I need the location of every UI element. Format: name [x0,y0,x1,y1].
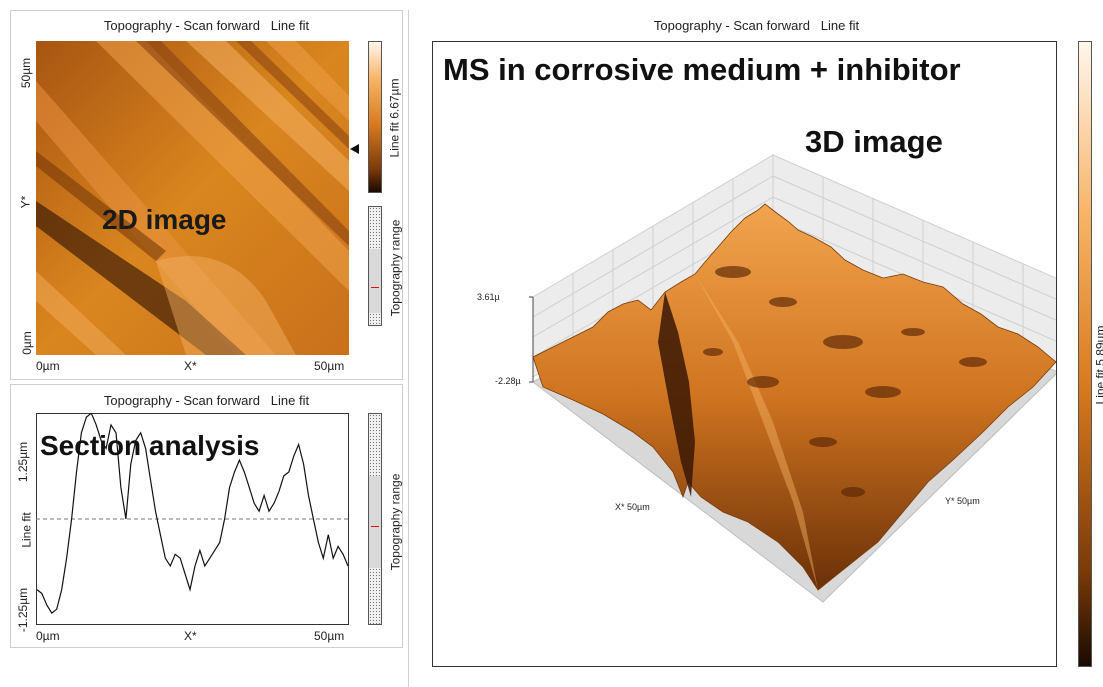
panel-section-analysis: Topography - Scan forward Line fit 1.25µ… [10,384,403,648]
x-axis-right-label: 50µm [314,359,345,373]
overlay-2d-label: 2D image [102,204,227,235]
colorbar-pointer-icon[interactable] [350,144,359,154]
y-axis-mid-label: Y* [18,195,33,209]
x-axis-right-label: 50µm [314,629,345,643]
surface-dark-speckles [703,266,987,497]
topography-range-bar[interactable] [368,413,382,625]
x-axis-mid-label: X* [184,359,197,373]
afm-2d-image[interactable]: 2D image [36,41,349,355]
y-axis-top-label: 50µm [19,57,34,89]
range-marker [371,526,379,527]
y-axis-mid-label: Line fit [19,512,34,548]
surface-3d-plot[interactable]: 3.61µ -2.28µ X* 50µm Y* 50µm [433,42,1056,666]
profile-line [36,413,349,614]
height-colorbar [368,41,382,193]
overlay-section-label: Section analysis [40,430,259,461]
panel-title: Topography - Scan forward Line fit [103,18,310,33]
range-label: Topography range [388,473,403,571]
x-axis-left-label: 0µm [36,629,60,643]
heading: MS in corrosive medium + inhibitor [443,52,961,87]
valley-bands [36,41,349,355]
colorbar-label: Line fit 6.67µm [387,78,402,158]
x-axis-left-label: 0µm [36,359,60,373]
wall-grid [532,175,1056,358]
3d-image-frame[interactable]: MS in corrosive medium + inhibitor 3D im… [432,41,1057,667]
y-axis-top-label: 1.25µm [16,441,31,483]
surface-mesh [532,203,1056,591]
surface-valley [658,292,695,497]
ridge-bands [36,41,349,355]
section-profile-chart[interactable]: Section analysis [36,413,349,625]
y-axis-label: Y* 50µm [945,496,980,506]
panel-title: Topography - Scan forward Line fit [103,393,310,408]
height-colorbar [1078,41,1092,667]
panel-2d-image: Topography - Scan forward Line fit 50µm … [10,10,403,380]
colorbar-label: Line fit 5.89µm [1093,325,1103,405]
bright-patch [156,256,296,355]
y-axis-bottom-label: -1.25µm [16,587,31,633]
z-axis-top-label: 3.61µ [477,292,500,302]
z-axis-bottom-label: -2.28µ [495,376,521,386]
y-axis-bottom-label: 0µm [19,331,34,355]
range-marker [371,287,379,288]
panel-3d-image: Topography - Scan forward Line fit MS in… [408,10,1103,687]
subheading: 3D image [805,124,943,159]
range-label: Topography range [388,219,403,317]
x-axis-label: X* 50µm [615,502,650,512]
x-axis-mid-label: X* [184,629,197,643]
panel-title: Topography - Scan forward Line fit [653,18,860,33]
topography-range-bar[interactable] [368,206,382,326]
